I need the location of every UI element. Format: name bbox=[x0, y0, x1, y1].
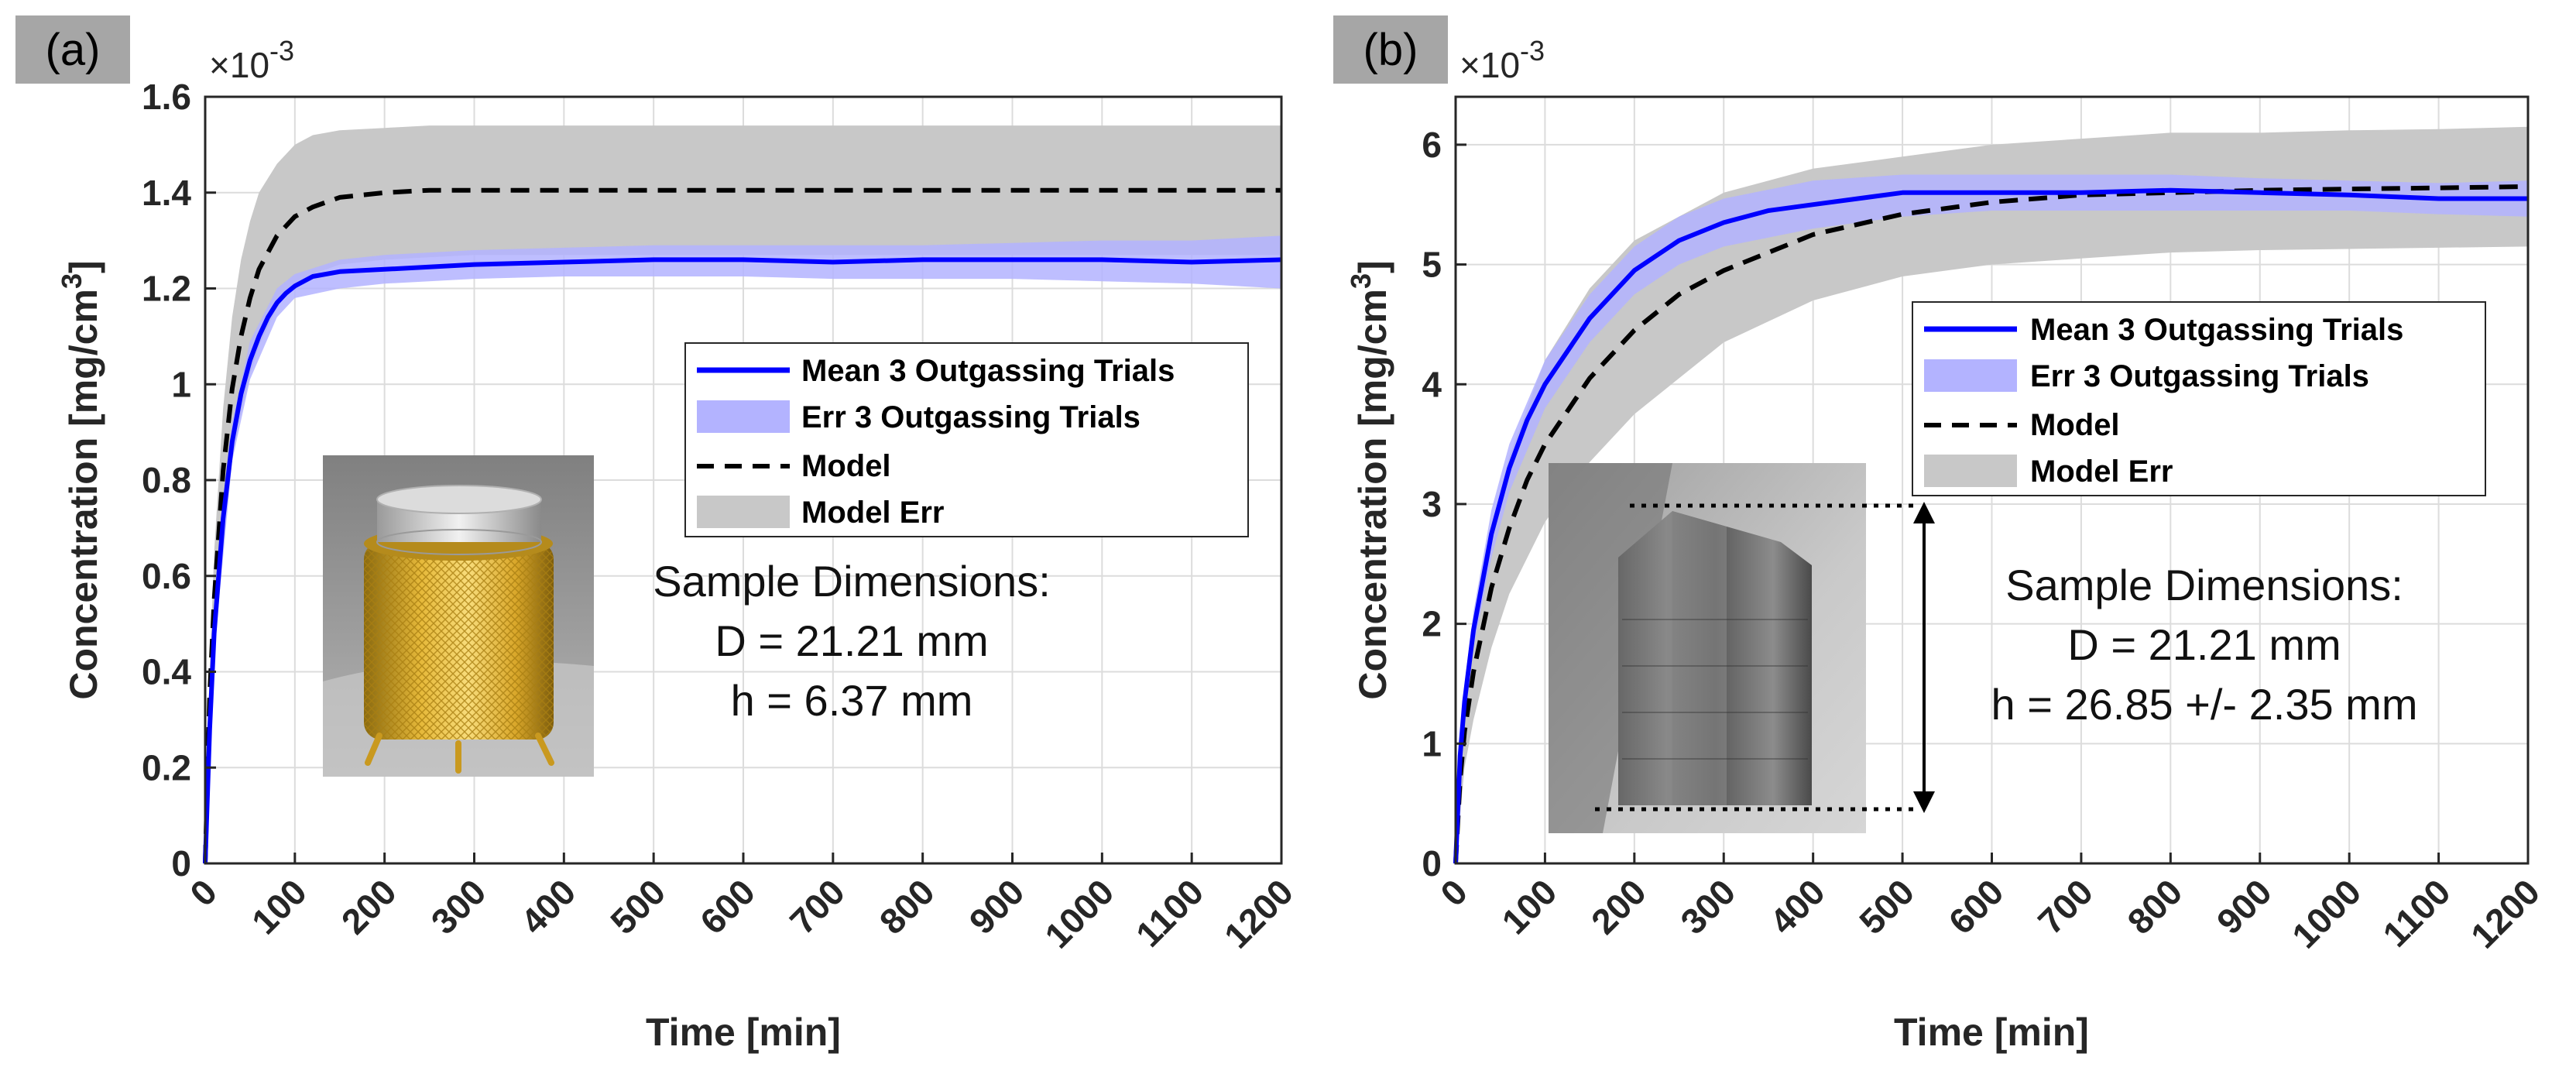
panel-b-xtick-label-7: 700 bbox=[2030, 871, 2101, 942]
panel-a: (a) ×10-3 0 100 200 300 400 500 600 700 800 900 10… bbox=[15, 15, 1301, 1054]
legend-a-err-label: Err 3 Outgassing Trials bbox=[801, 400, 1141, 434]
panel-b-multiplier-base: ×10 bbox=[1460, 45, 1520, 85]
legend-a-model-err-label: Model Err bbox=[801, 496, 944, 530]
panel-b-ylabel: Concentration [mg/cm3] bbox=[1345, 260, 1394, 699]
panel-a-multiplier-exp: -3 bbox=[269, 35, 294, 67]
panel-a-multiplier: ×10-3 bbox=[209, 35, 294, 85]
legend-a-model-label: Model bbox=[801, 449, 891, 483]
svg-text:×10-3: ×10-3 bbox=[209, 35, 294, 85]
panel-b-ytick-label-1: 1 bbox=[1422, 723, 1442, 764]
panel-a-xlabel: Time [min] bbox=[646, 1011, 841, 1054]
svg-text:×10-3: ×10-3 bbox=[1460, 35, 1545, 85]
panel-a-ytick-label-0: 0 bbox=[171, 843, 191, 884]
panel-b-xtick-label-6: 600 bbox=[1941, 871, 2012, 942]
panel-a-xtick-label-8: 800 bbox=[872, 871, 942, 942]
panel-a-xtick-label-3: 300 bbox=[424, 871, 494, 942]
panel-b-label: (b) bbox=[1363, 25, 1418, 75]
legend-b-mean-label: Mean 3 Outgassing Trials bbox=[2030, 313, 2403, 347]
panel-b-line-mean-3-outgassing-trials bbox=[1453, 187, 2528, 864]
panel-a-ytick-label-4: 0.8 bbox=[142, 460, 191, 500]
panel-a-annotation-line-2: D = 21.21 mm bbox=[715, 616, 988, 665]
panel-a-ytick-label-7: 1.4 bbox=[142, 173, 191, 213]
panel-b-legend: Mean 3 Outgassing Trials Err 3 Outgassin… bbox=[1912, 301, 2486, 496]
panel-a-xtick-label-5: 500 bbox=[602, 871, 673, 942]
panel-b-annotation-line-1: Sample Dimensions: bbox=[2005, 561, 2403, 609]
panel-b-xtick-label-5: 500 bbox=[1851, 871, 1922, 942]
panel-a-xtick-label-9: 900 bbox=[962, 871, 1032, 942]
legend-b-model-err-swatch bbox=[1924, 455, 2017, 487]
panel-b-xtick-label-1: 100 bbox=[1494, 871, 1564, 942]
legend-b-err-swatch bbox=[1924, 359, 2017, 392]
panel-b-xtick-label-4: 400 bbox=[1762, 871, 1833, 942]
panel-b-multiplier-exp: -3 bbox=[1520, 35, 1545, 67]
panel-a-annotation-line-1: Sample Dimensions: bbox=[653, 557, 1051, 606]
panel-a-xtick-label-4: 400 bbox=[513, 871, 583, 942]
panel-a-ytick-label-8: 1.6 bbox=[142, 77, 191, 117]
panel-a-line-model bbox=[203, 187, 1281, 864]
panel-b-multiplier: ×10-3 bbox=[1460, 35, 1545, 85]
panel-b-inset-photo bbox=[1549, 463, 1866, 833]
panel-a-line-mean-3-outgassing-trials bbox=[203, 257, 1282, 864]
legend-b-model-err-label: Model Err bbox=[2030, 455, 2173, 489]
panel-b-annotation-line-3: h = 26.85 +/- 2.35 mm bbox=[1991, 680, 2418, 729]
panel-a-multiplier-base: ×10 bbox=[209, 45, 269, 85]
legend-b-model-label: Model bbox=[2030, 408, 2120, 442]
panel-a-xtick-label-2: 200 bbox=[334, 871, 404, 942]
panel-a-legend: Mean 3 Outgassing Trials Err 3 Outgassin… bbox=[684, 342, 1249, 537]
panel-a-xtick-label-10: 1000 bbox=[1037, 871, 1121, 956]
panel-b-xlabel: Time [min] bbox=[1894, 1011, 2089, 1054]
panel-b-ytick-label-6: 6 bbox=[1422, 125, 1442, 165]
panel-b-ytick-label-3: 3 bbox=[1422, 484, 1442, 524]
panel-b-xtick-label-3: 300 bbox=[1672, 871, 1743, 942]
panel-a-ytick-label-1: 0.2 bbox=[142, 747, 191, 788]
panel-a-label: (a) bbox=[46, 25, 101, 75]
panel-b-xtick-label-8: 800 bbox=[2119, 871, 2190, 942]
panel-b-ytick-label-0: 0 bbox=[1422, 843, 1442, 884]
legend-a-err-swatch bbox=[697, 400, 790, 433]
panel-b-xtick-label-9: 900 bbox=[2209, 871, 2279, 942]
panel-b-annotation: Sample Dimensions: D = 21.21 mm h = 26.8… bbox=[1991, 561, 2418, 729]
panel-a-annotation: Sample Dimensions: D = 21.21 mm h = 6.37… bbox=[653, 557, 1051, 725]
panel-b-label-bg bbox=[1333, 15, 1448, 84]
panel-b-ytick-label-4: 4 bbox=[1422, 364, 1442, 404]
panel-a-xtick-label-12: 1200 bbox=[1216, 871, 1301, 956]
panel-b: (b) ×10-3 0 100 200 300 400 500 600 700 800 900 10… bbox=[1333, 15, 2547, 1054]
panel-a-ylabel: Concentration [mg/cm3] bbox=[56, 260, 105, 699]
panel-a-band-model-err bbox=[205, 125, 1281, 864]
panel-a-ytick-label-6: 1.2 bbox=[142, 269, 191, 309]
panel-a-ytick-label-5: 1 bbox=[171, 364, 191, 404]
panel-a-ytick-label-2: 0.4 bbox=[142, 652, 191, 692]
panel-a-annotation-line-3: h = 6.37 mm bbox=[731, 676, 973, 725]
legend-b-err-label: Err 3 Outgassing Trials bbox=[2030, 359, 2369, 393]
legend-a-mean-label: Mean 3 Outgassing Trials bbox=[801, 354, 1175, 388]
panel-a-xtick-label-6: 600 bbox=[692, 871, 763, 942]
panel-b-line-model bbox=[1453, 184, 2529, 864]
panel-a-xtick-label-7: 700 bbox=[782, 871, 852, 942]
panel-b-ytick-label-5: 5 bbox=[1422, 245, 1442, 285]
panel-b-xtick-label-12: 1200 bbox=[2463, 871, 2547, 956]
panel-a-ytick-label-3: 0.6 bbox=[142, 556, 191, 596]
panel-b-band-model-err bbox=[1456, 126, 2528, 863]
panel-b-xtick-label-2: 200 bbox=[1583, 871, 1654, 942]
panel-b-height-indicator bbox=[1595, 502, 1935, 813]
panel-b-ytick-label-2: 2 bbox=[1422, 604, 1442, 644]
panel-a-xtick-label-1: 100 bbox=[244, 871, 314, 942]
panel-a-xtick-label-11: 1100 bbox=[1128, 871, 1211, 954]
panel-b-annotation-line-2: D = 21.21 mm bbox=[2067, 620, 2341, 669]
panel-a-label-bg bbox=[15, 15, 130, 84]
panel-a-inset-photo bbox=[323, 455, 594, 777]
panel-b-xtick-label-11: 1100 bbox=[2375, 871, 2458, 954]
panel-b-xtick-label-10: 1000 bbox=[2284, 871, 2368, 956]
legend-a-model-err-swatch bbox=[697, 496, 790, 528]
